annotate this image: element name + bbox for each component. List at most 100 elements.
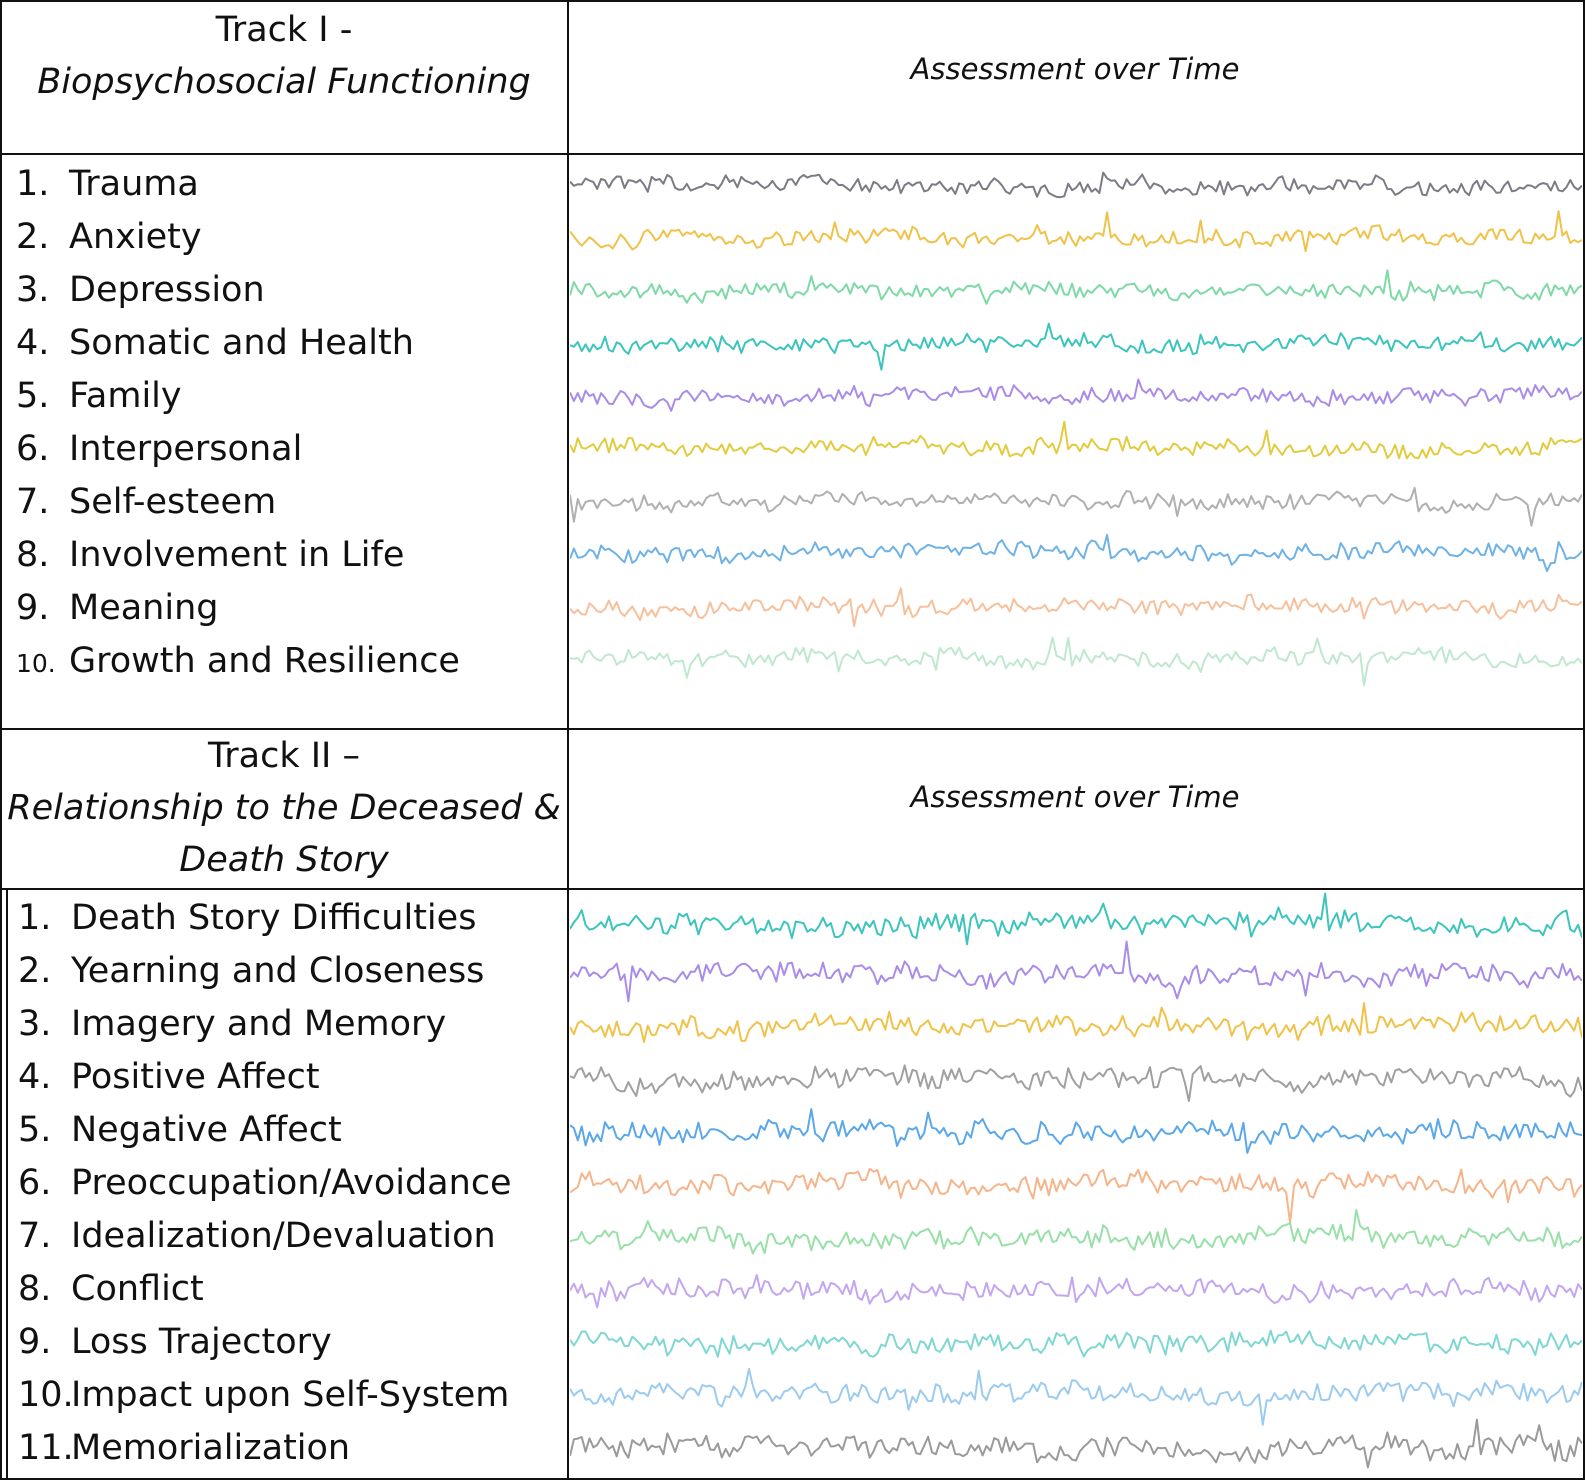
table-border-left (0, 0, 2, 1480)
list-item: 11.Memorialization (18, 1428, 350, 1468)
waveform-line (570, 533, 1582, 572)
row-divider-track1-header (0, 153, 1585, 155)
track2-list-inner-border (6, 890, 8, 1478)
list-item-number: 3. (18, 1004, 52, 1044)
list-item: 6. Preoccupation/Avoidance (18, 1163, 512, 1203)
list-item: 10.Impact upon Self-System (18, 1375, 509, 1415)
list-item-number: 5. (18, 1110, 52, 1150)
list-item-number: 3. (16, 270, 50, 310)
table-border-top (0, 0, 1585, 2)
waveform-line (570, 486, 1582, 527)
list-item: 4. Positive Affect (18, 1057, 320, 1097)
track1-title: Track I - (215, 10, 353, 50)
list-item-label: Preoccupation/Avoidance (71, 1163, 512, 1203)
list-item-number: 7. (16, 482, 50, 522)
track1-assessment-waves (570, 171, 1582, 687)
track2-assessment-waves (570, 892, 1582, 1469)
list-item-label: Involvement in Life (69, 535, 405, 575)
list-item-number: 10. (16, 649, 56, 678)
list-item: 8. Conflict (18, 1269, 204, 1309)
list-item: 2. Yearning and Closeness (18, 951, 484, 991)
list-item-number: 6. (18, 1163, 52, 1203)
list-item: 5. Family (16, 376, 182, 416)
list-item-number: 9. (18, 1322, 52, 1362)
list-item-number: 10. (18, 1375, 74, 1415)
list-item-number: 4. (18, 1057, 52, 1097)
waveform-line (570, 420, 1582, 460)
track2-title: Track II – (208, 736, 360, 776)
list-item: 3. Imagery and Memory (18, 1004, 446, 1044)
list-item: 7. Idealization/Devaluation (18, 1216, 496, 1256)
list-item-label: Self-esteem (69, 482, 277, 522)
list-item-label: Negative Affect (71, 1110, 342, 1150)
list-item: 9. Meaning (16, 588, 219, 628)
waveform-line (570, 1367, 1582, 1426)
waveform-line (570, 1108, 1582, 1154)
list-item: 3. Depression (16, 270, 265, 310)
list-item-label: Anxiety (69, 217, 202, 257)
list-item-number: 8. (16, 535, 50, 575)
list-item-number: 5. (16, 376, 50, 416)
waveform-line (570, 1064, 1582, 1102)
list-item-number: 1. (18, 898, 52, 938)
row-divider-track2-header (0, 888, 1585, 890)
list-item-number: 2. (16, 217, 50, 257)
list-item-label: Depression (69, 270, 265, 310)
waveform-line (570, 269, 1582, 305)
table-border-bottom (0, 1478, 1585, 1480)
track1-title-block: Track I - Biopsychosocial Functioning (2, 4, 566, 108)
list-item-label: Conflict (71, 1269, 204, 1309)
list-item-label: Meaning (69, 588, 219, 628)
list-item-number: 2. (18, 951, 52, 991)
list-item: 1. Trauma (16, 164, 199, 204)
track2-title-block: Track II – Relationship to the Deceased … (2, 730, 566, 886)
waveform-line (570, 378, 1582, 412)
list-item-label: Loss Trajectory (71, 1322, 332, 1362)
list-item-label: Impact upon Self-System (71, 1375, 510, 1415)
waveform-line (570, 1274, 1582, 1309)
waveform-line (570, 587, 1582, 628)
waveform-line (570, 1418, 1582, 1469)
table-border-right (1583, 0, 1585, 1480)
list-item: 1. Death Story Difficulties (18, 898, 476, 938)
list-item: 9. Loss Trajectory (18, 1322, 332, 1362)
list-item-number: 6. (16, 429, 50, 469)
list-item-number: 7. (18, 1216, 52, 1256)
waveform-line (570, 892, 1582, 946)
list-item-label: Growth and Resilience (69, 641, 460, 681)
list-item-number: 11. (18, 1428, 74, 1468)
waveform-line (570, 1209, 1582, 1255)
list-item-label: Trauma (69, 164, 199, 204)
list-item-label: Imagery and Memory (71, 1004, 447, 1044)
list-item: 2. Anxiety (16, 217, 202, 257)
list-item-number: 1. (16, 164, 50, 204)
list-item-label: Family (69, 376, 182, 416)
list-item: 8. Involvement in Life (16, 535, 404, 575)
list-item-label: Positive Affect (71, 1057, 320, 1097)
list-item-number: 9. (16, 588, 50, 628)
column-divider (567, 0, 569, 1480)
list-item: 10. Growth and Resilience (16, 641, 460, 684)
list-item-number: 8. (18, 1269, 52, 1309)
list-item: 4. Somatic and Health (16, 323, 414, 363)
list-item-label: Death Story Difficulties (71, 898, 477, 938)
track2-subtitle-line2: Death Story (179, 840, 389, 880)
list-item-label: Yearning and Closeness (71, 951, 485, 991)
row-divider-track2-start (0, 728, 1585, 730)
list-item-label: Memorialization (71, 1428, 351, 1468)
list-item-number: 4. (16, 323, 50, 363)
waveform-line (570, 1002, 1582, 1043)
list-item-label: Interpersonal (69, 429, 303, 469)
track1-assessment-header: Assessment over Time (910, 52, 1240, 86)
list-item: 5. Negative Affect (18, 1110, 342, 1150)
list-item-label: Somatic and Health (69, 323, 414, 363)
list-item: 6. Interpersonal (16, 429, 302, 469)
waveform-line (570, 322, 1582, 371)
waveform-line (570, 940, 1582, 1003)
track2-subtitle-line1: Relationship to the Deceased & (7, 788, 561, 828)
list-item-label: Idealization/Devaluation (71, 1216, 496, 1256)
waveform-line (570, 1167, 1582, 1224)
track1-subtitle: Biopsychosocial Functioning (37, 62, 531, 102)
list-item: 7. Self-esteem (16, 482, 276, 522)
